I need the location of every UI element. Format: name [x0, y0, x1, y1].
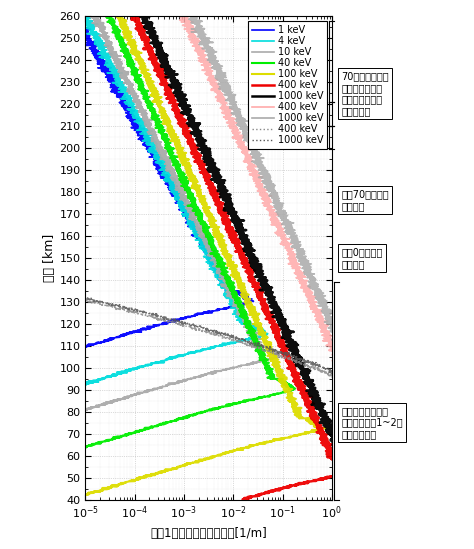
Legend: 1 keV, 4 keV, 10 keV, 40 keV, 100 keV, 400 keV, 1000 keV, 400 keV, 1000 keV, 400: 1 keV, 4 keV, 10 keV, 40 keV, 100 keV, 4…: [248, 21, 327, 149]
Text: 角度70度：跳ね
返り無し: 角度70度：跳ね 返り無し: [341, 189, 389, 211]
X-axis label: 電子1個あたりの衝突率　[1/m]: 電子1個あたりの衝突率 [1/m]: [150, 526, 267, 540]
Text: 70度の角度で降
り込んだ場合：
地磁気による跳
ね返り有り: 70度の角度で降 り込んだ場合： 地磁気による跳 ね返り有り: [341, 71, 389, 116]
Text: 角度0度：跳ね
返り無し: 角度0度：跳ね 返り無し: [341, 247, 383, 269]
Text: 地磁気による跳ね
返りの影響で1~2桁
衝突率が低下: 地磁気による跳ね 返りの影響で1~2桁 衝突率が低下: [341, 406, 403, 439]
Y-axis label: 高度 [km]: 高度 [km]: [44, 234, 56, 282]
